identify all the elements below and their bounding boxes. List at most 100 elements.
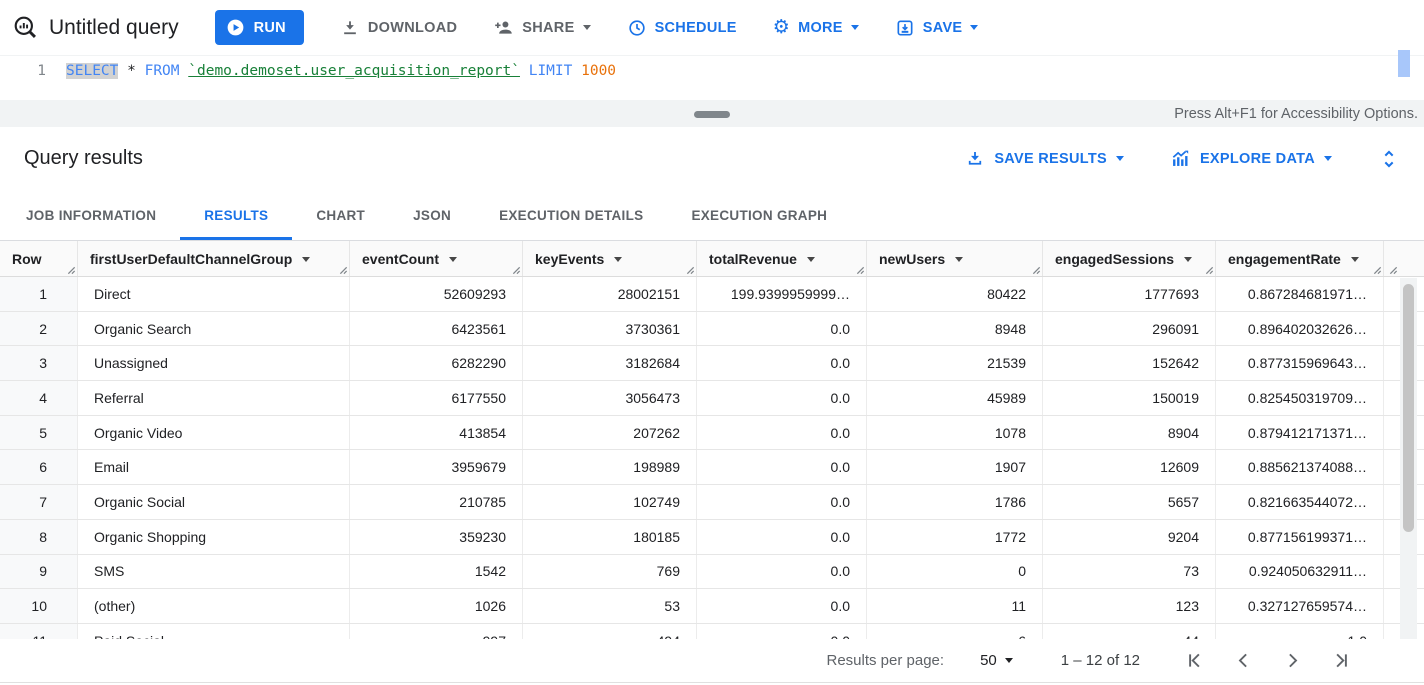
table-row: 3Unassigned628229031826840.0215391526420… — [0, 346, 1424, 381]
sql-editor[interactable]: 1 SELECT * FROM `demo.demoset.user_acqui… — [0, 55, 1424, 100]
accessibility-strip: Press Alt+F1 for Accessibility Options. — [0, 100, 1424, 127]
chevron-down-icon — [1116, 156, 1124, 161]
column-menu-icon[interactable] — [955, 257, 963, 262]
last-page-button[interactable] — [1331, 650, 1352, 671]
page-size-select[interactable]: 50 — [980, 652, 1013, 669]
query-results-header: Query results SAVE RESULTS EXPLORE DATA — [0, 127, 1424, 190]
column-label: engagementRate — [1228, 251, 1341, 267]
previous-page-button[interactable] — [1233, 650, 1254, 671]
download-button[interactable]: DOWNLOAD — [340, 18, 457, 38]
column-resize-grip[interactable] — [1373, 266, 1382, 275]
tab-execution-graph[interactable]: EXECUTION GRAPH — [667, 190, 851, 240]
table-cell: 0.0 — [697, 485, 867, 519]
column-header-firstuserdefaultchannelgroup[interactable]: firstUserDefaultChannelGroup — [78, 241, 350, 276]
column-label: Row — [12, 251, 42, 267]
query-tab-title: Untitled query — [49, 16, 179, 40]
table-cell: 11 — [867, 589, 1043, 623]
column-resize-grip[interactable] — [1205, 266, 1214, 275]
table-row: 6Email39596791989890.01907126090.8856213… — [0, 450, 1424, 485]
sql-number-literal: 1000 — [581, 63, 616, 79]
unfold-icon — [1378, 148, 1400, 170]
table-cell: 0.0 — [697, 520, 867, 554]
column-menu-icon[interactable] — [302, 257, 310, 262]
column-resize-grip[interactable] — [686, 266, 695, 275]
column-resize-grip[interactable] — [512, 266, 521, 275]
table-cell: 3730361 — [523, 312, 697, 346]
column-menu-icon[interactable] — [449, 257, 457, 262]
column-header-eventcount[interactable]: eventCount — [350, 241, 523, 276]
table-cell: 0.879412171371… — [1216, 416, 1384, 450]
save-button[interactable]: SAVE — [895, 18, 979, 38]
table-row: 2Organic Search642356137303610.089482960… — [0, 312, 1424, 347]
chevron-down-icon — [1005, 658, 1013, 663]
table-cell: 102749 — [523, 485, 697, 519]
table-row: 1Direct5260929328002151199.9399959999…80… — [0, 277, 1424, 312]
table-cell: 0.0 — [697, 381, 867, 415]
save-results-button[interactable]: SAVE RESULTS — [965, 149, 1124, 169]
table-cell: 45989 — [867, 381, 1043, 415]
column-menu-icon[interactable] — [1351, 257, 1359, 262]
column-resize-grip[interactable] — [1032, 266, 1041, 275]
table-cell: 210785 — [350, 485, 523, 519]
schedule-button[interactable]: SCHEDULE — [627, 18, 737, 38]
tab-chart[interactable]: CHART — [292, 190, 389, 240]
table-scrollbar-thumb[interactable] — [1403, 284, 1414, 532]
table-cell: 1786 — [867, 485, 1043, 519]
more-button[interactable]: ⚙ MORE — [773, 18, 859, 37]
column-menu-icon[interactable] — [807, 257, 815, 262]
chart-icon — [1170, 148, 1191, 169]
gear-icon: ⚙ — [773, 18, 790, 37]
column-header-engagedsessions[interactable]: engagedSessions — [1043, 241, 1216, 276]
table-cell: 180185 — [523, 520, 697, 554]
column-header-totalrevenue[interactable]: totalRevenue — [697, 241, 867, 276]
splitter-drag-handle[interactable] — [694, 111, 730, 118]
tab-json[interactable]: JSON — [389, 190, 475, 240]
tab-job-information[interactable]: JOB INFORMATION — [2, 190, 180, 240]
column-resize-grip[interactable] — [67, 266, 76, 275]
sql-code-line[interactable]: SELECT * FROM `demo.demoset.user_acquisi… — [66, 63, 616, 79]
tab-results[interactable]: RESULTS — [180, 190, 292, 240]
table-cell: 199.9399959999… — [697, 277, 867, 311]
table-cell: 1907 — [867, 450, 1043, 484]
column-header-engagementrate[interactable]: engagementRate — [1216, 241, 1384, 276]
table-cell: 0 — [867, 555, 1043, 589]
run-button[interactable]: RUN — [215, 10, 304, 45]
table-cell: 1777693 — [1043, 277, 1216, 311]
table-cell: 44 — [1043, 624, 1216, 639]
row-number-cell: 5 — [0, 416, 78, 450]
row-number-cell: 4 — [0, 381, 78, 415]
row-number-cell: 9 — [0, 555, 78, 589]
column-header-row[interactable]: Row — [0, 241, 78, 276]
explore-data-button[interactable]: EXPLORE DATA — [1170, 148, 1332, 169]
column-resize-grip[interactable] — [856, 266, 865, 275]
table-cell: 150019 — [1043, 381, 1216, 415]
table-cell: 0.867284681971… — [1216, 277, 1384, 311]
column-header-newusers[interactable]: newUsers — [867, 241, 1043, 276]
column-resize-grip[interactable] — [339, 266, 348, 275]
column-label: totalRevenue — [709, 251, 797, 267]
table-cell: Email — [78, 450, 350, 484]
table-cell: 0.825450319709… — [1216, 381, 1384, 415]
column-menu-icon[interactable] — [1184, 257, 1192, 262]
column-header-keyevents[interactable]: keyEvents — [523, 241, 697, 276]
sql-table-link[interactable]: `demo.demoset.user_acquisition_report` — [188, 63, 520, 79]
next-page-button[interactable] — [1282, 650, 1303, 671]
table-cell: 0.877315969643… — [1216, 346, 1384, 380]
table-cell: 3959679 — [350, 450, 523, 484]
share-button[interactable]: SHARE — [493, 17, 590, 38]
table-cell: 0.924050632911… — [1216, 555, 1384, 589]
editor-scrollbar-thumb[interactable] — [1398, 50, 1410, 77]
table-cell: SMS — [78, 555, 350, 589]
table-cell: 9204 — [1043, 520, 1216, 554]
column-resize-grip[interactable] — [1389, 266, 1398, 275]
table-cell: 6423561 — [350, 312, 523, 346]
tab-execution-details[interactable]: EXECUTION DETAILS — [475, 190, 667, 240]
first-page-button[interactable] — [1184, 650, 1205, 671]
table-cell: Paid Social — [78, 624, 350, 639]
column-menu-icon[interactable] — [614, 257, 622, 262]
table-cell: 21539 — [867, 346, 1043, 380]
expand-results-button[interactable] — [1378, 148, 1400, 170]
table-cell: 0.885621374088… — [1216, 450, 1384, 484]
pagination-bar: Results per page: 50 1 – 12 of 12 — [0, 639, 1424, 683]
table-row: 4Referral617755030564730.0459891500190.8… — [0, 381, 1424, 416]
